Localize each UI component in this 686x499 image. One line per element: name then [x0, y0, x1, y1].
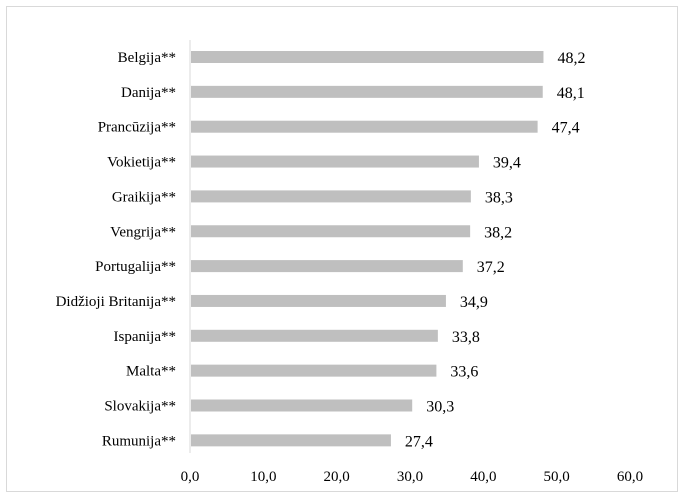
x-tick-label: 60,0 — [617, 469, 643, 485]
bar — [191, 120, 538, 133]
value-label: 30,3 — [426, 399, 454, 416]
value-label: 38,2 — [484, 224, 512, 241]
category-label: Ispanija** — [114, 329, 176, 345]
category-label: Malta** — [126, 364, 176, 380]
bar — [191, 155, 479, 168]
bar — [191, 260, 463, 273]
bar — [191, 434, 391, 447]
bar — [191, 399, 413, 412]
x-tick-label: 10,0 — [250, 469, 276, 485]
value-label: 33,8 — [452, 329, 480, 346]
value-label: 39,4 — [493, 155, 521, 172]
category-label: Slovakija** — [104, 399, 176, 415]
category-label: Portugalija** — [95, 259, 176, 275]
category-label: Graikija** — [112, 189, 176, 205]
x-tick-label: 30,0 — [397, 469, 423, 485]
value-labels: 48,2 48,1 47,4 39,4 38,3 38,2 37,2 34,9 33,8 33,6… — [405, 50, 586, 450]
bar — [191, 225, 471, 238]
category-label: Belgija** — [118, 50, 176, 66]
value-label: 38,3 — [485, 189, 513, 206]
x-tick-label: 0,0 — [181, 469, 200, 485]
value-label: 34,9 — [460, 294, 488, 311]
x-tick-label: 40,0 — [470, 469, 496, 485]
category-label: Vengrija** — [110, 224, 176, 240]
category-label: Prancūzija** — [98, 120, 176, 136]
bar — [191, 364, 437, 377]
category-label: Rumunija** — [102, 433, 176, 449]
category-label: Vokietija** — [107, 155, 176, 171]
bars-group — [191, 51, 544, 447]
bar — [191, 329, 438, 342]
bar — [191, 190, 471, 203]
x-tick-labels: 0,0 10,0 20,0 30,0 40,0 50,0 60,0 — [181, 469, 644, 485]
bar — [191, 85, 543, 98]
value-label: 33,6 — [450, 364, 478, 381]
category-labels: Belgija** Danija** Prancūzija** Vokietija**… — [56, 50, 176, 449]
x-tick-label: 20,0 — [324, 469, 350, 485]
value-label: 48,2 — [557, 50, 585, 67]
value-label: 48,1 — [557, 85, 585, 102]
bar — [191, 51, 544, 63]
value-label: 27,4 — [405, 433, 433, 450]
bar — [191, 294, 446, 307]
category-label: Danija** — [121, 85, 176, 101]
value-label: 47,4 — [552, 120, 580, 137]
value-label: 37,2 — [477, 259, 505, 276]
x-tick-label: 50,0 — [544, 469, 570, 485]
category-label: Didžioji Britanija** — [56, 294, 176, 310]
